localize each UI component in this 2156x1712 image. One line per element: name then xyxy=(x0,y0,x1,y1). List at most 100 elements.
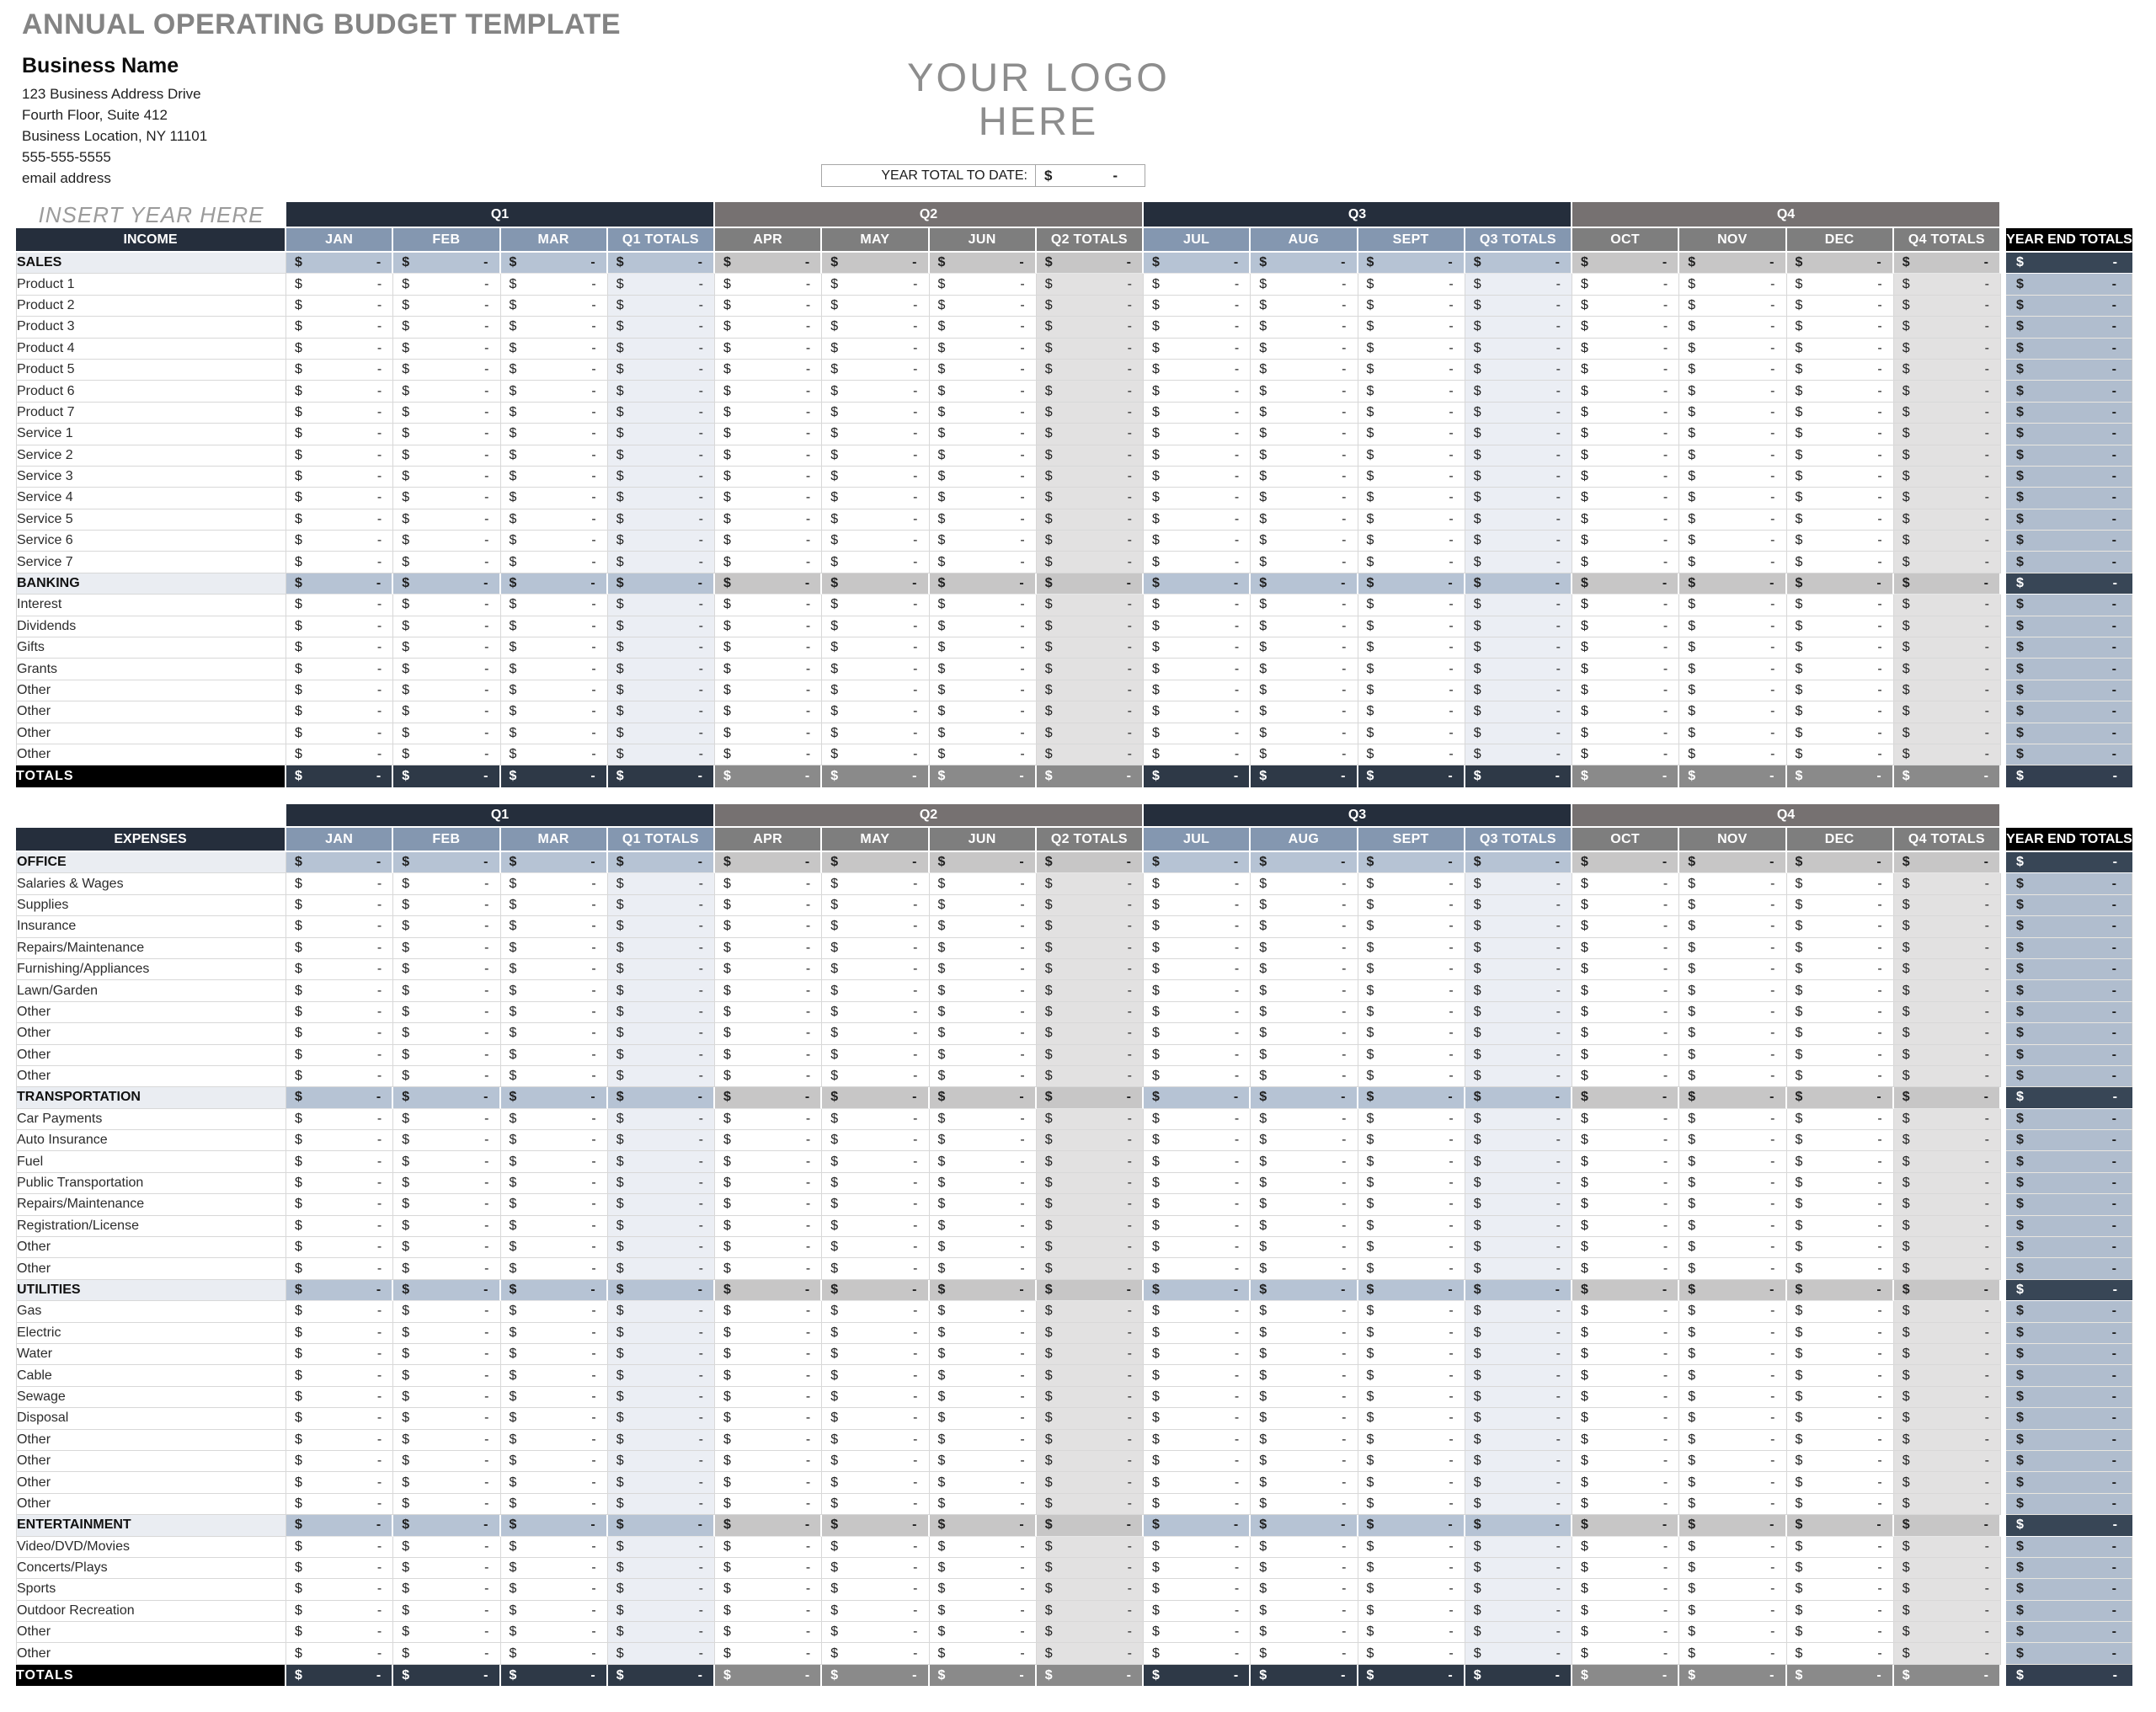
money-cell[interactable]: $ - xyxy=(2006,852,2132,874)
money-cell[interactable]: $ - xyxy=(715,1429,823,1451)
money-cell[interactable]: $ - xyxy=(2006,1258,2132,1280)
money-cell[interactable]: $ - xyxy=(1358,937,1465,959)
money-cell[interactable]: $ - xyxy=(1893,1450,2001,1473)
money-cell[interactable]: $ - xyxy=(1572,1450,1680,1473)
money-cell[interactable]: $ - xyxy=(393,1343,501,1366)
money-cell[interactable]: $ - xyxy=(1893,1087,2001,1109)
row-label-cell[interactable]: Product 5 xyxy=(16,359,286,381)
money-cell[interactable]: $ - xyxy=(1144,1023,1251,1045)
money-cell[interactable]: $ - xyxy=(1679,509,1787,531)
money-cell[interactable]: $ - xyxy=(1144,1343,1251,1366)
money-cell[interactable]: $ - xyxy=(2006,1493,2132,1516)
money-cell[interactable]: $ - xyxy=(1036,1557,1144,1580)
money-cell[interactable]: $ - xyxy=(1144,1301,1251,1323)
money-cell[interactable]: $ - xyxy=(1251,958,1358,981)
money-cell[interactable]: $ - xyxy=(1144,852,1251,874)
money-cell[interactable]: $ - xyxy=(1893,744,2001,766)
money-cell[interactable]: $ - xyxy=(1572,937,1680,959)
money-cell[interactable]: $ - xyxy=(929,402,1037,424)
money-cell[interactable]: $ - xyxy=(286,852,394,874)
money-cell[interactable]: $ - xyxy=(1465,1408,1572,1430)
money-cell[interactable]: $ - xyxy=(1036,531,1144,552)
money-cell[interactable]: $ - xyxy=(2006,1130,2132,1152)
money-cell[interactable]: $ - xyxy=(1251,1215,1358,1238)
money-cell[interactable]: $ - xyxy=(929,1664,1037,1687)
money-cell[interactable]: $ - xyxy=(1572,1322,1680,1344)
money-cell[interactable]: $ - xyxy=(822,958,930,981)
money-cell[interactable]: $ - xyxy=(929,1429,1037,1451)
money-cell[interactable]: $ - xyxy=(1893,1493,2001,1516)
money-cell[interactable]: $ - xyxy=(1679,937,1787,959)
money-cell[interactable]: $ - xyxy=(1358,1515,1465,1537)
money-cell[interactable]: $ - xyxy=(929,765,1037,787)
money-cell[interactable]: $ - xyxy=(1465,552,1572,573)
money-cell[interactable]: $ - xyxy=(715,1001,823,1024)
money-cell[interactable]: $ - xyxy=(607,295,715,317)
money-cell[interactable]: $ - xyxy=(1036,295,1144,317)
money-cell[interactable]: $ - xyxy=(1893,295,2001,317)
money-cell[interactable]: $ - xyxy=(715,1087,823,1109)
money-cell[interactable]: $ - xyxy=(286,338,394,360)
money-cell[interactable]: $ - xyxy=(607,1408,715,1430)
month-header-cell[interactable]: MAR xyxy=(500,828,608,852)
money-cell[interactable]: $ - xyxy=(607,701,715,723)
money-cell[interactable]: $ - xyxy=(1786,295,1894,317)
money-cell[interactable]: $ - xyxy=(822,424,930,445)
money-cell[interactable]: $ - xyxy=(607,573,715,595)
money-cell[interactable]: $ - xyxy=(1465,1023,1572,1045)
money-cell[interactable]: $ - xyxy=(1572,980,1680,1002)
money-cell[interactable]: $ - xyxy=(929,359,1037,381)
money-cell[interactable]: $ - xyxy=(1679,552,1787,573)
money-cell[interactable]: $ - xyxy=(2006,573,2132,595)
money-cell[interactable]: $ - xyxy=(1036,466,1144,488)
money-cell[interactable]: $ - xyxy=(393,701,501,723)
money-cell[interactable]: $ - xyxy=(607,359,715,381)
money-cell[interactable]: $ - xyxy=(607,1023,715,1045)
money-cell[interactable]: $ - xyxy=(607,1258,715,1280)
money-cell[interactable]: $ - xyxy=(822,1643,930,1665)
money-cell[interactable]: $ - xyxy=(1893,1237,2001,1259)
money-cell[interactable]: $ - xyxy=(1036,317,1144,339)
money-cell[interactable]: $ - xyxy=(1036,1023,1144,1045)
money-cell[interactable]: $ - xyxy=(1036,1622,1144,1644)
quarter-header-q3[interactable]: Q3 xyxy=(1144,804,1572,828)
money-cell[interactable]: $ - xyxy=(1679,1151,1787,1173)
insert-year-cell[interactable] xyxy=(16,804,286,828)
money-cell[interactable]: $ - xyxy=(1679,680,1787,702)
money-cell[interactable]: $ - xyxy=(715,1450,823,1473)
money-cell[interactable]: $ - xyxy=(1679,1429,1787,1451)
money-cell[interactable]: $ - xyxy=(2006,381,2132,403)
money-cell[interactable]: $ - xyxy=(1358,1237,1465,1259)
money-cell[interactable]: $ - xyxy=(715,744,823,766)
money-cell[interactable]: $ - xyxy=(500,1023,608,1045)
money-cell[interactable]: $ - xyxy=(929,1579,1037,1601)
money-cell[interactable]: $ - xyxy=(715,424,823,445)
money-cell[interactable]: $ - xyxy=(1036,1087,1144,1109)
money-cell[interactable]: $ - xyxy=(607,1172,715,1195)
money-cell[interactable]: $ - xyxy=(1465,573,1572,595)
row-label-cell[interactable]: Service 7 xyxy=(16,552,286,573)
money-cell[interactable]: $ - xyxy=(607,402,715,424)
money-cell[interactable]: $ - xyxy=(1358,1172,1465,1195)
month-header-cell[interactable]: DEC xyxy=(1786,228,1894,253)
money-cell[interactable]: $ - xyxy=(1679,659,1787,680)
money-cell[interactable]: $ - xyxy=(1251,723,1358,744)
money-cell[interactable]: $ - xyxy=(1358,1215,1465,1238)
money-cell[interactable]: $ - xyxy=(1786,1408,1894,1430)
money-cell[interactable]: $ - xyxy=(1679,980,1787,1002)
money-cell[interactable]: $ - xyxy=(1786,424,1894,445)
money-cell[interactable]: $ - xyxy=(822,1536,930,1558)
money-cell[interactable]: $ - xyxy=(2006,1172,2132,1195)
table-title-income[interactable]: INCOME xyxy=(16,228,286,253)
money-cell[interactable]: $ - xyxy=(607,1001,715,1024)
money-cell[interactable]: $ - xyxy=(1358,1493,1465,1516)
money-cell[interactable]: $ - xyxy=(1786,980,1894,1002)
money-cell[interactable]: $ - xyxy=(1465,1322,1572,1344)
money-cell[interactable]: $ - xyxy=(500,573,608,595)
money-cell[interactable]: $ - xyxy=(1144,253,1251,275)
money-cell[interactable]: $ - xyxy=(1036,937,1144,959)
money-cell[interactable]: $ - xyxy=(822,659,930,680)
money-cell[interactable]: $ - xyxy=(393,381,501,403)
money-cell[interactable]: $ - xyxy=(393,1108,501,1131)
money-cell[interactable]: $ - xyxy=(1679,595,1787,616)
